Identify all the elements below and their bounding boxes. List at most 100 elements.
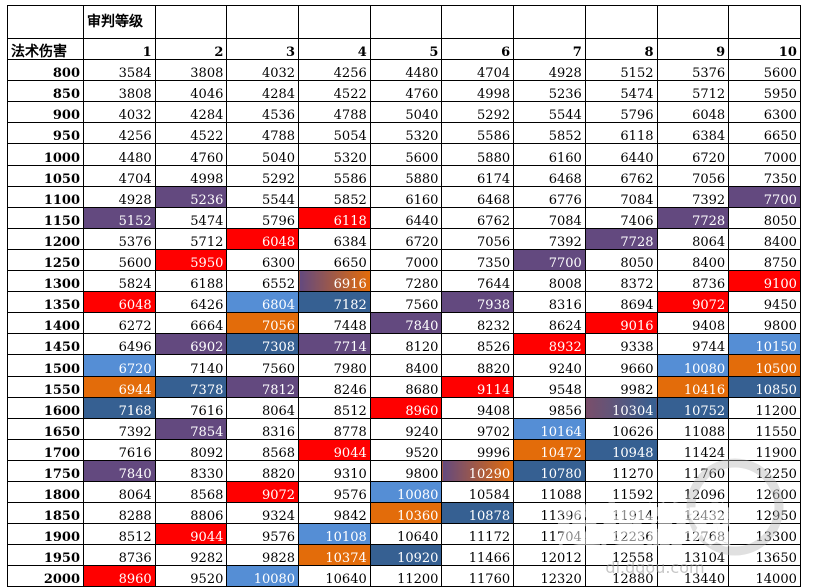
damage-label-cell[interactable]: 850 <box>7 80 84 103</box>
value-cell[interactable]: 9408 <box>656 312 730 335</box>
value-cell[interactable]: 11466 <box>441 544 515 567</box>
damage-label-cell[interactable]: 900 <box>7 101 84 124</box>
value-cell[interactable]: 12012 <box>513 544 586 567</box>
value-cell[interactable]: 14000 <box>728 565 801 587</box>
value-cell[interactable]: 5586 <box>441 122 515 145</box>
highlighted-value-cell[interactable]: 6118 <box>298 206 371 229</box>
value-cell[interactable]: 11424 <box>656 438 730 461</box>
value-cell[interactable]: 5292 <box>226 164 300 187</box>
value-cell[interactable]: 6650 <box>298 248 371 272</box>
value-cell[interactable]: 6048 <box>656 101 730 124</box>
highlighted-value-cell[interactable]: 7854 <box>154 417 228 440</box>
value-cell[interactable]: 5880 <box>369 164 443 187</box>
highlighted-value-cell[interactable]: 6916 <box>298 270 371 293</box>
value-cell[interactable]: 8050 <box>584 248 658 272</box>
value-cell[interactable]: 11088 <box>656 417 730 440</box>
value-cell[interactable]: 6776 <box>513 185 586 208</box>
value-cell[interactable]: 6160 <box>513 143 586 166</box>
corner-cell[interactable] <box>7 5 84 39</box>
row-header-label[interactable]: 法术伤害 <box>7 37 84 61</box>
value-cell[interactable]: 4788 <box>298 101 371 124</box>
damage-label-cell[interactable]: 1050 <box>7 164 84 187</box>
blank-cell[interactable] <box>226 5 300 39</box>
value-cell[interactable]: 9240 <box>369 417 443 440</box>
value-cell[interactable]: 8512 <box>83 523 156 546</box>
value-cell[interactable]: 5600 <box>83 248 156 272</box>
blank-cell[interactable] <box>656 5 730 39</box>
value-cell[interactable]: 8400 <box>728 227 801 250</box>
value-cell[interactable]: 12558 <box>584 544 658 567</box>
highlighted-value-cell[interactable]: 9072 <box>656 291 730 314</box>
highlighted-value-cell[interactable]: 9044 <box>298 438 371 461</box>
value-cell[interactable]: 7084 <box>584 185 658 208</box>
value-cell[interactable]: 7350 <box>441 248 515 272</box>
value-cell[interactable]: 8400 <box>656 248 730 272</box>
value-cell[interactable]: 5880 <box>441 143 515 166</box>
value-cell[interactable]: 8064 <box>226 396 300 419</box>
value-cell[interactable]: 8316 <box>513 291 586 314</box>
highlighted-value-cell[interactable]: 10780 <box>513 459 586 482</box>
blank-cell[interactable] <box>441 5 515 39</box>
value-cell[interactable]: 9310 <box>298 459 371 482</box>
value-cell[interactable]: 7056 <box>656 164 730 187</box>
highlighted-value-cell[interactable]: 7308 <box>226 333 300 356</box>
level-header-cell[interactable]: 7 <box>513 37 586 61</box>
value-cell[interactable]: 7084 <box>513 206 586 229</box>
value-cell[interactable]: 6496 <box>83 333 156 356</box>
value-cell[interactable]: 9856 <box>513 396 586 419</box>
value-cell[interactable]: 5474 <box>584 80 658 103</box>
value-cell[interactable]: 8568 <box>226 438 300 461</box>
damage-label-cell[interactable]: 1500 <box>7 354 84 377</box>
highlighted-value-cell[interactable]: 10290 <box>441 459 515 482</box>
value-cell[interactable]: 7560 <box>369 291 443 314</box>
value-cell[interactable]: 6384 <box>298 227 371 250</box>
value-cell[interactable]: 5474 <box>154 206 228 229</box>
highlighted-value-cell[interactable]: 7840 <box>83 459 156 482</box>
highlighted-value-cell[interactable]: 10374 <box>298 544 371 567</box>
value-cell[interactable]: 5376 <box>83 227 156 250</box>
level-header-cell[interactable]: 8 <box>584 37 658 61</box>
value-cell[interactable]: 8064 <box>83 480 156 504</box>
highlighted-value-cell[interactable]: 9072 <box>226 480 300 504</box>
highlighted-value-cell[interactable]: 7168 <box>83 396 156 419</box>
value-cell[interactable]: 6188 <box>154 270 228 293</box>
damage-label-cell[interactable]: 1950 <box>7 544 84 567</box>
highlighted-value-cell[interactable]: 10150 <box>728 333 801 356</box>
highlighted-value-cell[interactable]: 8960 <box>83 565 156 587</box>
value-cell[interactable]: 6272 <box>83 312 156 335</box>
blank-cell[interactable] <box>369 5 443 39</box>
value-cell[interactable]: 8526 <box>441 333 515 356</box>
damage-label-cell[interactable]: 1750 <box>7 459 84 482</box>
value-cell[interactable]: 5796 <box>584 101 658 124</box>
value-cell[interactable]: 8232 <box>441 312 515 335</box>
value-cell[interactable]: 5586 <box>298 164 371 187</box>
value-cell[interactable]: 10626 <box>584 417 658 440</box>
value-cell[interactable]: 7392 <box>656 185 730 208</box>
value-cell[interactable]: 5600 <box>728 59 801 82</box>
value-cell[interactable]: 8512 <box>298 396 371 419</box>
value-cell[interactable]: 6384 <box>656 122 730 145</box>
value-cell[interactable]: 5950 <box>728 80 801 103</box>
highlighted-value-cell[interactable]: 10850 <box>728 375 801 398</box>
damage-label-cell[interactable]: 1450 <box>7 333 84 356</box>
value-cell[interactable]: 13650 <box>728 544 801 567</box>
highlighted-value-cell[interactable]: 7728 <box>584 227 658 250</box>
value-cell[interactable]: 9520 <box>154 565 228 587</box>
blank-cell[interactable] <box>513 5 586 39</box>
value-cell[interactable]: 7644 <box>441 270 515 293</box>
highlighted-value-cell[interactable]: 7938 <box>441 291 515 314</box>
value-cell[interactable]: 8820 <box>226 459 300 482</box>
value-cell[interactable]: 6552 <box>226 270 300 293</box>
value-cell[interactable]: 5320 <box>298 143 371 166</box>
value-cell[interactable]: 4522 <box>154 122 228 145</box>
value-cell[interactable]: 9576 <box>298 480 371 504</box>
value-cell[interactable]: 4284 <box>226 80 300 103</box>
damage-label-cell[interactable]: 1550 <box>7 375 84 398</box>
highlighted-value-cell[interactable]: 7840 <box>369 312 443 335</box>
value-cell[interactable]: 9338 <box>584 333 658 356</box>
value-cell[interactable]: 9408 <box>441 396 515 419</box>
value-cell[interactable]: 7392 <box>513 227 586 250</box>
value-cell[interactable]: 4046 <box>154 80 228 103</box>
highlighted-value-cell[interactable]: 10752 <box>656 396 730 419</box>
highlighted-value-cell[interactable]: 9114 <box>441 375 515 398</box>
